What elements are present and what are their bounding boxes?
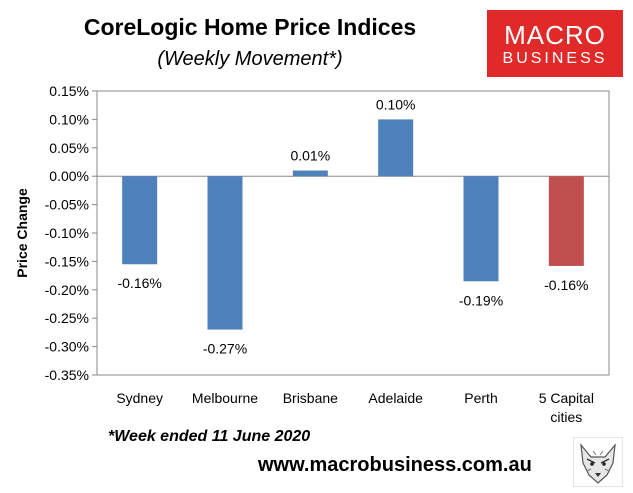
data-label: 0.10% [376, 96, 416, 112]
website-url[interactable]: www.macrobusiness.com.au [258, 454, 532, 476]
y-tick-label: -0.20% [45, 282, 89, 298]
data-label: -0.16% [117, 275, 161, 291]
x-tick-label: Perth [464, 390, 497, 406]
y-tick-label: -0.30% [45, 339, 89, 355]
y-tick-label: 0.15% [49, 83, 89, 99]
data-label: -0.16% [544, 277, 588, 293]
y-tick-label: -0.25% [45, 310, 89, 326]
chart-subtitle: (Weekly Movement*) [157, 48, 343, 70]
x-tick-label: Brisbane [283, 390, 338, 406]
plot-area [96, 90, 610, 376]
x-tick-label: Melbourne [192, 390, 258, 406]
chart-title: CoreLogic Home Price Indices [83, 14, 417, 40]
footnote: *Week ended 11 June 2020 [108, 428, 311, 445]
bar-4 [463, 176, 499, 282]
bar-5 [548, 176, 584, 266]
y-tick-label: -0.05% [45, 197, 89, 213]
x-tick-label: Adelaide [368, 390, 423, 406]
y-tick-label: -0.10% [45, 225, 89, 241]
x-tick-label: cities [550, 409, 582, 425]
bar-2 [292, 170, 328, 177]
y-axis-label: Price Change [14, 188, 30, 278]
wolf-icon [573, 437, 623, 487]
bar-3 [378, 119, 414, 177]
macrobusiness-logo: MACRO BUSINESS [487, 10, 623, 77]
data-label: 0.01% [290, 148, 330, 164]
x-tick-label: 5 Capital [539, 390, 594, 406]
y-tick-label: -0.15% [45, 253, 89, 269]
logo-line-macro: MACRO [504, 20, 606, 50]
bar-0 [122, 176, 158, 265]
y-tick-label: 0.10% [49, 111, 89, 127]
y-tick-label: 0.00% [49, 168, 89, 184]
y-tick-label: -0.35% [45, 367, 89, 383]
y-tick-label: 0.05% [49, 140, 89, 156]
logo-line-business: BUSINESS [502, 50, 608, 67]
data-label: -0.19% [459, 292, 503, 308]
bar-1 [207, 176, 243, 330]
x-tick-label: Sydney [116, 390, 163, 406]
data-label: -0.27% [203, 341, 247, 357]
